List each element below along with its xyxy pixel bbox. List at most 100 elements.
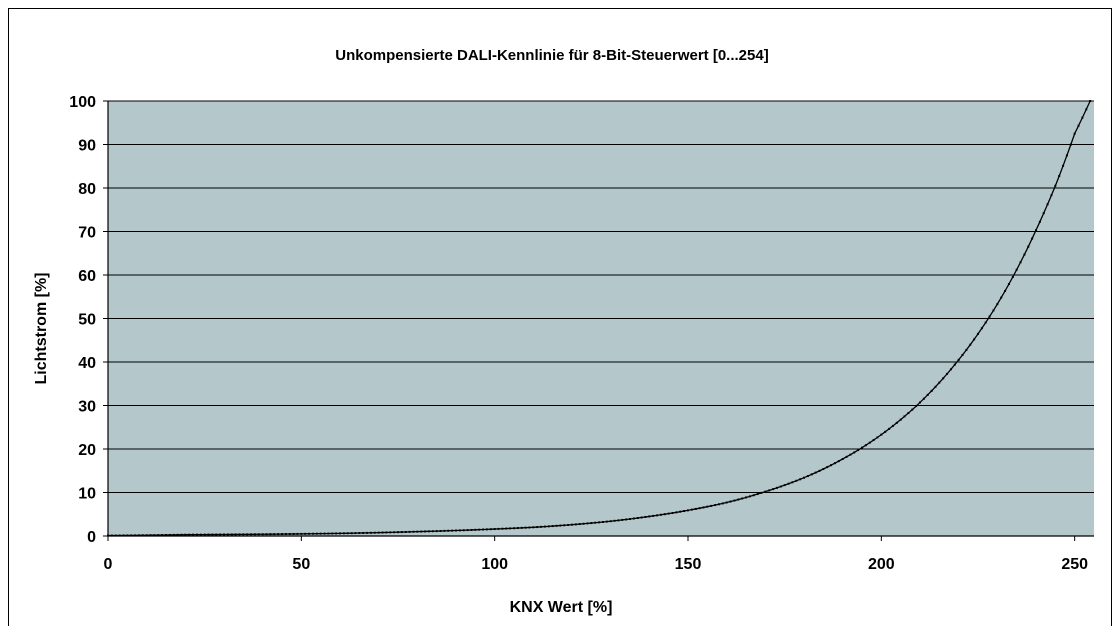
data-point	[752, 494, 755, 497]
data-point	[215, 533, 218, 536]
data-point	[814, 471, 817, 474]
data-point	[242, 533, 245, 536]
data-point	[195, 533, 198, 536]
series-layer	[107, 100, 1092, 537]
data-point	[772, 488, 775, 491]
y-tick-label: 0	[87, 529, 96, 546]
data-point	[895, 421, 898, 424]
data-point	[694, 507, 697, 510]
data-point	[130, 534, 133, 537]
data-point	[277, 533, 280, 536]
data-point	[551, 525, 554, 528]
data-point	[1054, 184, 1057, 187]
data-point	[574, 523, 577, 526]
data-point	[447, 529, 450, 532]
data-point	[180, 533, 183, 536]
y-tick-label: 100	[69, 94, 96, 111]
x-tick-label: 50	[292, 556, 310, 573]
data-point	[830, 464, 833, 467]
data-point	[1023, 253, 1026, 256]
data-point	[915, 405, 918, 408]
data-point	[107, 534, 109, 537]
data-point	[837, 460, 840, 463]
data-point	[308, 532, 311, 535]
data-point	[768, 489, 771, 492]
data-point	[350, 532, 353, 535]
data-point	[563, 524, 566, 527]
data-point	[230, 533, 233, 536]
data-point	[880, 433, 883, 436]
data-point	[505, 527, 508, 530]
data-point	[122, 534, 125, 537]
data-point	[1000, 296, 1003, 299]
data-point	[729, 500, 732, 503]
data-point	[176, 533, 179, 536]
data-point	[141, 534, 144, 537]
data-point	[733, 499, 736, 502]
data-point	[412, 530, 415, 533]
data-point	[884, 430, 887, 433]
data-point	[540, 525, 543, 528]
data-point	[466, 529, 469, 532]
data-point	[416, 530, 419, 533]
data-point	[226, 533, 229, 536]
data-point	[899, 418, 902, 421]
data-point	[636, 517, 639, 519]
x-axis-title: KNX Wert [%]	[510, 599, 613, 616]
data-point	[389, 531, 392, 534]
data-point	[354, 532, 357, 535]
data-point	[1069, 143, 1072, 146]
data-point	[760, 491, 763, 494]
data-point	[157, 534, 160, 537]
data-point	[165, 534, 167, 537]
data-point	[675, 511, 678, 514]
data-point	[714, 504, 717, 507]
data-point	[969, 343, 972, 346]
data-point	[288, 532, 291, 535]
data-point	[400, 531, 403, 534]
data-point	[397, 531, 399, 534]
data-point	[659, 513, 662, 516]
data-point	[791, 481, 794, 484]
data-point	[1007, 283, 1010, 286]
data-point	[648, 515, 651, 518]
data-point	[690, 508, 693, 511]
data-point	[1038, 220, 1041, 223]
data-point	[629, 517, 631, 520]
data-point	[930, 389, 933, 392]
data-point	[404, 530, 407, 533]
data-point	[953, 363, 956, 366]
data-point	[911, 408, 914, 411]
data-point	[470, 528, 473, 531]
data-point	[683, 510, 686, 513]
data-point	[114, 534, 117, 537]
data-point	[296, 532, 299, 535]
data-point	[369, 531, 372, 534]
data-point	[408, 530, 411, 533]
data-point	[1004, 289, 1007, 292]
data-point	[907, 412, 910, 415]
data-point	[207, 533, 210, 536]
x-tick-label: 150	[675, 556, 702, 573]
data-point	[671, 511, 674, 514]
data-point	[949, 368, 952, 371]
data-point	[826, 466, 829, 469]
data-point	[331, 532, 334, 535]
data-point	[601, 520, 604, 523]
data-point	[188, 533, 191, 536]
data-point	[687, 509, 689, 512]
data-point	[783, 484, 786, 487]
data-point	[861, 446, 863, 449]
data-point	[590, 522, 593, 525]
data-point	[725, 501, 728, 504]
data-point	[888, 427, 891, 430]
data-point	[632, 517, 635, 520]
data-point	[501, 527, 504, 530]
data-point	[513, 527, 515, 530]
data-point	[358, 532, 361, 535]
data-point	[362, 531, 365, 534]
data-point	[741, 497, 744, 500]
data-point	[342, 532, 345, 535]
data-point	[137, 534, 140, 537]
data-point	[161, 534, 164, 537]
